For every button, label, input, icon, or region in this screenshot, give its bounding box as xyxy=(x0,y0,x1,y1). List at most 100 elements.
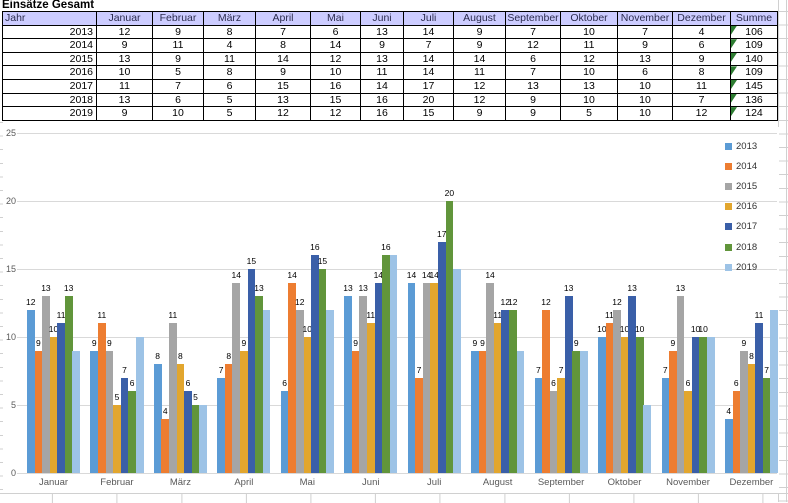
value-cell[interactable]: 15 xyxy=(310,92,361,108)
column-header-dezember[interactable]: Dezember xyxy=(672,11,731,26)
column-header-april[interactable]: April xyxy=(255,11,311,26)
value-cell[interactable]: 12 xyxy=(672,106,731,121)
value-cell[interactable]: 10 xyxy=(617,106,673,121)
value-cell[interactable]: 10 xyxy=(560,24,618,40)
value-cell[interactable]: 16 xyxy=(360,92,404,108)
value-cell[interactable]: 16 xyxy=(360,106,404,121)
value-cell[interactable]: 7 xyxy=(403,38,454,53)
column-header-august[interactable]: August xyxy=(453,11,506,26)
value-cell[interactable]: 5 xyxy=(560,106,618,121)
value-cell[interactable]: 14 xyxy=(255,51,311,67)
value-cell[interactable]: 6 xyxy=(310,24,361,40)
value-cell[interactable]: 13 xyxy=(505,78,561,94)
value-cell[interactable]: 17 xyxy=(403,78,454,94)
value-cell[interactable]: 16 xyxy=(310,78,361,94)
value-cell[interactable]: 11 xyxy=(152,38,204,53)
value-cell[interactable]: 9 xyxy=(152,51,204,67)
value-cell[interactable]: 12 xyxy=(310,51,361,67)
value-cell[interactable]: 7 xyxy=(152,78,204,94)
value-cell[interactable]: 9 xyxy=(360,38,404,53)
value-cell[interactable]: 14 xyxy=(403,24,454,40)
value-cell[interactable]: 13 xyxy=(96,51,153,67)
column-header-jahr[interactable]: Jahr xyxy=(2,11,97,26)
sum-cell[interactable]: 136 xyxy=(730,92,778,108)
value-cell[interactable]: 15 xyxy=(255,78,311,94)
value-cell[interactable]: 12 xyxy=(255,106,311,121)
year-cell[interactable]: 2019 xyxy=(2,106,97,121)
column-header-oktober[interactable]: Oktober xyxy=(560,11,618,26)
value-cell[interactable]: 7 xyxy=(505,65,561,80)
value-cell[interactable]: 5 xyxy=(152,65,204,80)
value-cell[interactable]: 13 xyxy=(560,78,618,94)
value-cell[interactable]: 14 xyxy=(403,51,454,67)
sum-cell[interactable]: 109 xyxy=(730,38,778,53)
value-cell[interactable]: 6 xyxy=(152,92,204,108)
value-cell[interactable]: 5 xyxy=(203,106,256,121)
sum-cell[interactable]: 145 xyxy=(730,78,778,94)
value-cell[interactable]: 11 xyxy=(560,38,618,53)
sum-cell[interactable]: 106 xyxy=(730,24,778,40)
value-cell[interactable]: 10 xyxy=(617,92,673,108)
value-cell[interactable]: 14 xyxy=(453,51,506,67)
value-cell[interactable]: 11 xyxy=(453,65,506,80)
year-cell[interactable]: 2015 xyxy=(2,51,97,67)
value-cell[interactable]: 9 xyxy=(453,106,506,121)
value-cell[interactable]: 6 xyxy=(617,65,673,80)
sum-cell[interactable]: 124 xyxy=(730,106,778,121)
year-cell[interactable]: 2017 xyxy=(2,78,97,94)
column-header-juni[interactable]: Juni xyxy=(360,11,404,26)
value-cell[interactable]: 13 xyxy=(96,92,153,108)
value-cell[interactable]: 14 xyxy=(360,78,404,94)
value-cell[interactable]: 10 xyxy=(310,65,361,80)
value-cell[interactable]: 7 xyxy=(255,24,311,40)
value-cell[interactable]: 7 xyxy=(505,24,561,40)
sum-cell[interactable]: 109 xyxy=(730,65,778,80)
chart[interactable]: 0 5 10 15 20 25 12 9 13 10 11 13 Januar 9 11 9 5 7 6 Februa… xyxy=(3,127,779,494)
value-cell[interactable]: 13 xyxy=(360,24,404,40)
value-cell[interactable]: 9 xyxy=(672,51,731,67)
column-header-märz[interactable]: März xyxy=(203,11,256,26)
value-cell[interactable]: 9 xyxy=(453,38,506,53)
column-header-januar[interactable]: Januar xyxy=(96,11,153,26)
value-cell[interactable]: 10 xyxy=(152,106,204,121)
column-header-mai[interactable]: Mai xyxy=(310,11,361,26)
value-cell[interactable]: 9 xyxy=(505,106,561,121)
value-cell[interactable]: 10 xyxy=(560,65,618,80)
column-header-summe[interactable]: Summe xyxy=(730,11,778,26)
value-cell[interactable]: 10 xyxy=(96,65,153,80)
value-cell[interactable]: 6 xyxy=(203,78,256,94)
year-cell[interactable]: 2016 xyxy=(2,65,97,80)
value-cell[interactable]: 9 xyxy=(96,38,153,53)
value-cell[interactable]: 12 xyxy=(453,78,506,94)
value-cell[interactable]: 9 xyxy=(505,92,561,108)
year-cell[interactable]: 2018 xyxy=(2,92,97,108)
value-cell[interactable]: 13 xyxy=(255,92,311,108)
value-cell[interactable]: 7 xyxy=(617,24,673,40)
value-cell[interactable]: 11 xyxy=(203,51,256,67)
value-cell[interactable]: 6 xyxy=(672,38,731,53)
value-cell[interactable]: 12 xyxy=(560,51,618,67)
value-cell[interactable]: 9 xyxy=(617,38,673,53)
sum-cell[interactable]: 140 xyxy=(730,51,778,67)
value-cell[interactable]: 4 xyxy=(203,38,256,53)
column-header-september[interactable]: September xyxy=(505,11,561,26)
value-cell[interactable]: 7 xyxy=(672,92,731,108)
value-cell[interactable]: 12 xyxy=(453,92,506,108)
value-cell[interactable]: 11 xyxy=(96,78,153,94)
value-cell[interactable]: 15 xyxy=(403,106,454,121)
value-cell[interactable]: 6 xyxy=(505,51,561,67)
value-cell[interactable]: 14 xyxy=(310,38,361,53)
value-cell[interactable]: 10 xyxy=(560,92,618,108)
value-cell[interactable]: 9 xyxy=(152,24,204,40)
value-cell[interactable]: 5 xyxy=(203,92,256,108)
value-cell[interactable]: 8 xyxy=(255,38,311,53)
value-cell[interactable]: 12 xyxy=(505,38,561,53)
value-cell[interactable]: 9 xyxy=(96,106,153,121)
value-cell[interactable]: 11 xyxy=(360,65,404,80)
value-cell[interactable]: 9 xyxy=(255,65,311,80)
value-cell[interactable]: 8 xyxy=(203,24,256,40)
value-cell[interactable]: 13 xyxy=(617,51,673,67)
value-cell[interactable]: 14 xyxy=(403,65,454,80)
value-cell[interactable]: 12 xyxy=(96,24,153,40)
value-cell[interactable]: 4 xyxy=(672,24,731,40)
